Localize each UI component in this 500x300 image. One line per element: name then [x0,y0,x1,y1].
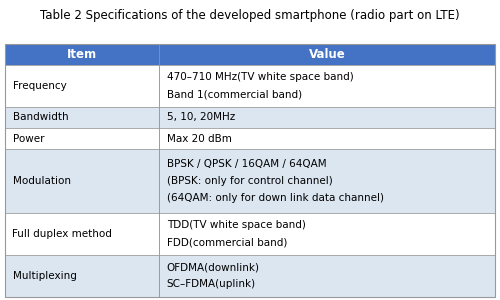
Bar [5,44,495,64]
Text: (64QAM: only for down link data channel): (64QAM: only for down link data channel) [167,193,384,203]
Text: Band 1(commercial band): Band 1(commercial band) [167,89,302,99]
Bar [5,128,160,149]
Text: Item: Item [67,48,97,61]
Bar [5,107,160,128]
Text: 470–710 MHz(TV white space band): 470–710 MHz(TV white space band) [167,72,354,82]
Text: (BPSK: only for control channel): (BPSK: only for control channel) [167,176,332,186]
Text: Power: Power [12,134,44,144]
Text: Modulation: Modulation [12,176,70,186]
Text: OFDMA(downlink): OFDMA(downlink) [167,262,260,272]
Text: FDD(commercial band): FDD(commercial band) [167,237,287,247]
Text: Multiplexing: Multiplexing [12,271,76,281]
Text: TDD(TV white space band): TDD(TV white space band) [167,220,306,230]
Text: Max 20 dBm: Max 20 dBm [167,134,232,144]
Text: 5, 10, 20MHz: 5, 10, 20MHz [167,112,235,122]
Text: Value: Value [309,48,346,61]
Text: Bandwidth: Bandwidth [12,112,68,122]
Text: Full duplex method: Full duplex method [12,229,112,238]
Text: BPSK / QPSK / 16QAM / 64QAM: BPSK / QPSK / 16QAM / 64QAM [167,159,326,169]
Text: Table 2 Specifications of the developed smartphone (radio part on LTE): Table 2 Specifications of the developed … [40,9,460,22]
Bar [160,107,495,128]
Text: Frequency: Frequency [12,81,66,91]
Text: SC–FDMA(uplink): SC–FDMA(uplink) [167,279,256,289]
Bar [160,128,495,149]
